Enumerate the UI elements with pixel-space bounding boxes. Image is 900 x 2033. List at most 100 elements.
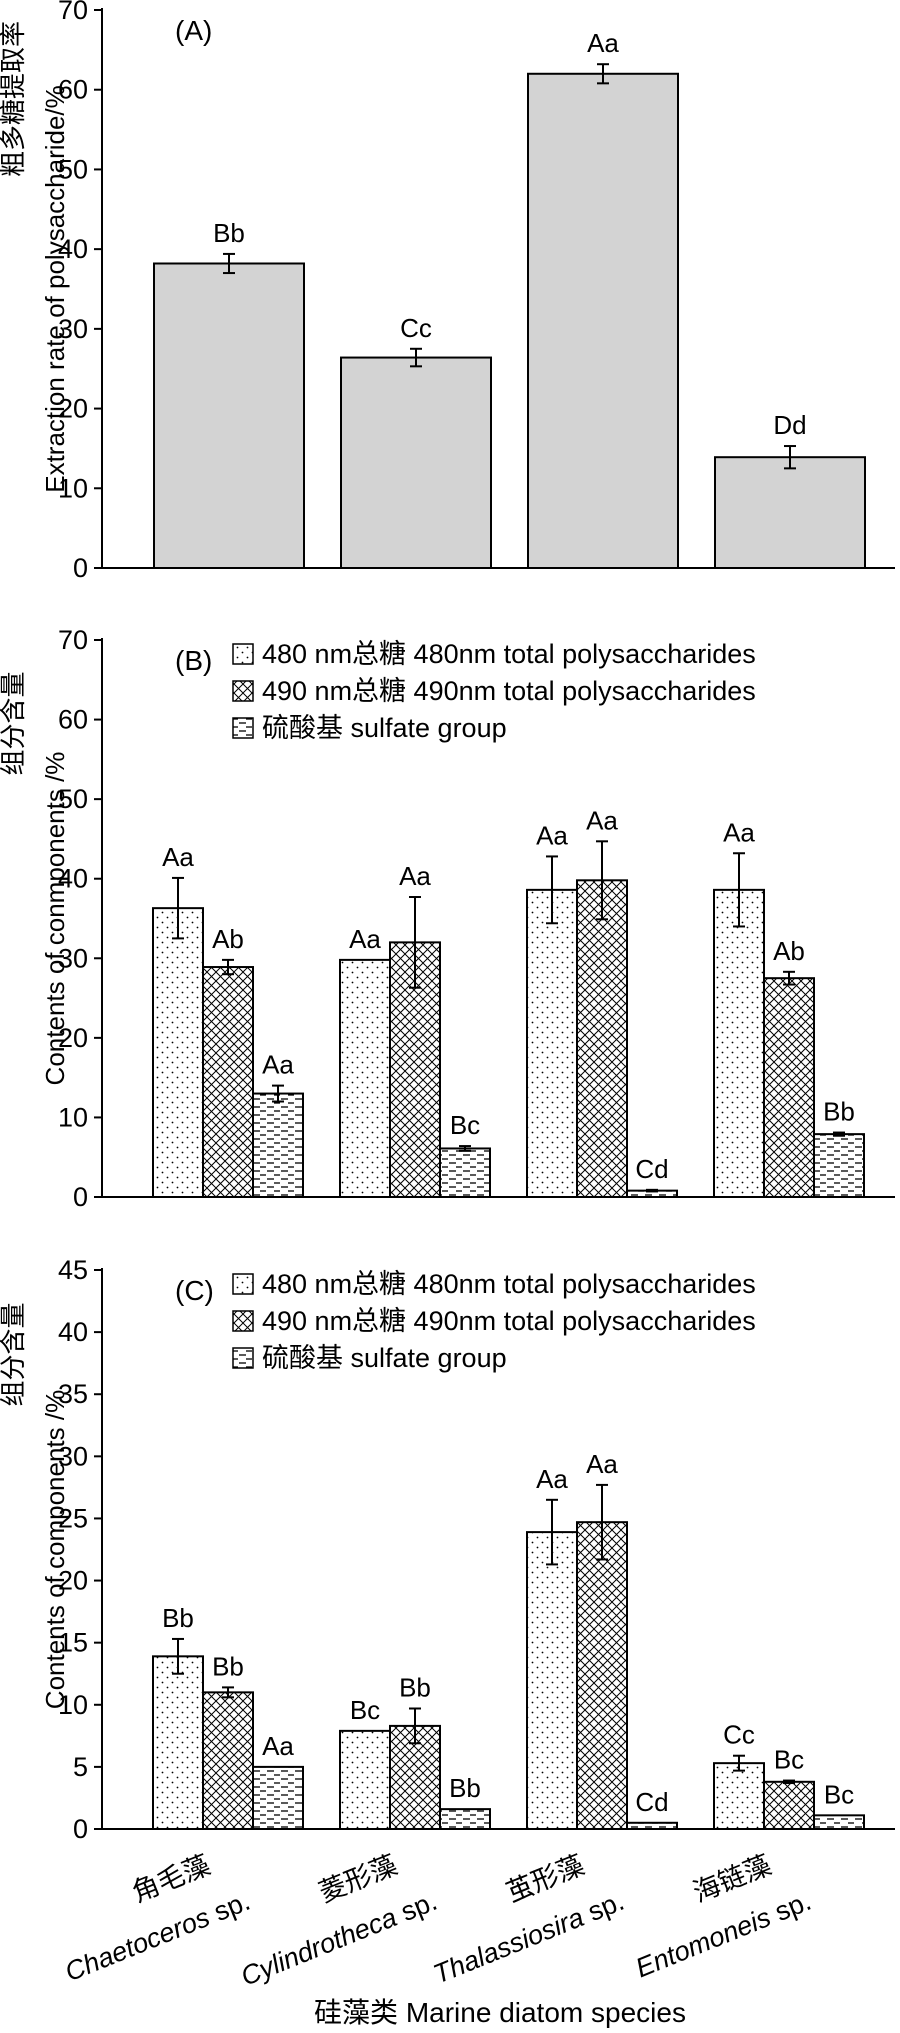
data-label: Aa <box>399 861 431 891</box>
data-label: Bb <box>823 1097 855 1127</box>
y-tick-label: 60 <box>58 705 88 735</box>
y-tick-label: 45 <box>58 1255 88 1285</box>
bar <box>526 1531 578 1830</box>
panel-label: (C) <box>175 1275 214 1306</box>
y-tick-label: 20 <box>58 1566 88 1596</box>
data-label: Aa <box>723 817 755 847</box>
x-tick-label-suffix: sp. <box>764 1886 816 1930</box>
bar <box>714 456 866 569</box>
panel-label: (A) <box>175 15 212 46</box>
x-tick-label-latin: Chaetoceros sp. <box>61 1886 255 1987</box>
y-tick-label: 50 <box>58 784 88 814</box>
legend-swatch <box>232 717 254 739</box>
y-tick-label: 20 <box>58 1023 88 1053</box>
data-label: Aa <box>349 924 381 954</box>
x-axis-label: 硅藻类 Marine diatom species <box>314 1997 686 2028</box>
legend-swatch <box>232 643 254 665</box>
y-tick-label: 60 <box>58 75 88 105</box>
data-label: Bb <box>212 1651 244 1681</box>
data-label: Bb <box>399 1673 431 1703</box>
legend-label: 硫酸基 sulfate group <box>262 1343 507 1373</box>
y-tick-label: 0 <box>73 1814 88 1844</box>
legend-swatch <box>232 680 254 702</box>
bar <box>526 888 578 1199</box>
y-tick-label: 35 <box>58 1379 88 1409</box>
x-tick-label-genus: Thalassiosira <box>429 1902 588 1989</box>
data-label: Ab <box>773 936 805 966</box>
y-tick-label: 40 <box>58 234 88 264</box>
y-tick-label: 70 <box>58 0 88 25</box>
legend-label: 490 nm总糖 490nm total polysaccharides <box>262 1306 756 1336</box>
y-axis-label-cn: 粗多糖提取率 <box>0 21 28 177</box>
y-tick-label: 0 <box>73 553 88 583</box>
bar <box>763 1780 815 1830</box>
legend-label: 硫酸基 sulfate group <box>262 713 507 743</box>
data-label: Bb <box>449 1773 481 1803</box>
y-axis-label: Extraction rate of polysaccharide/% <box>40 85 70 493</box>
y-tick-label: 10 <box>58 1102 88 1132</box>
x-tick-label-latin: Entomoneis sp. <box>631 1886 815 1984</box>
x-tick-label-cn: 茧形藻 <box>502 1850 588 1908</box>
bar <box>713 1762 765 1831</box>
data-label: Cc <box>400 313 432 343</box>
y-tick-label: 20 <box>58 394 88 424</box>
data-label: Aa <box>162 842 194 872</box>
data-label: Bb <box>162 1603 194 1633</box>
y-axis-label-cn: 组分含量 <box>0 671 28 775</box>
data-label: Cc <box>723 1720 755 1750</box>
y-tick-label: 50 <box>58 154 88 184</box>
bar <box>576 1521 628 1831</box>
bar <box>252 1765 304 1831</box>
x-tick-label-suffix: sp. <box>577 1886 629 1930</box>
bar <box>813 1814 865 1831</box>
bar <box>439 1808 491 1830</box>
data-label: Cd <box>635 1154 668 1184</box>
bar <box>252 1092 304 1198</box>
data-label: Aa <box>536 820 568 850</box>
y-tick-label: 10 <box>58 473 88 503</box>
y-tick-label: 5 <box>73 1752 88 1782</box>
y-tick-label: 40 <box>58 864 88 894</box>
legend-swatch <box>232 1310 254 1332</box>
x-tick-label-suffix: sp. <box>390 1886 442 1930</box>
data-label: Ab <box>212 924 244 954</box>
data-label: Cd <box>635 1787 668 1817</box>
data-label: Aa <box>262 1731 294 1761</box>
bar <box>152 1655 204 1830</box>
bar <box>626 1821 678 1831</box>
y-tick-label: 70 <box>58 625 88 655</box>
x-tick-label-genus: Chaetoceros <box>61 1902 214 1987</box>
data-label: Aa <box>262 1050 294 1080</box>
x-tick-label-genus: Entomoneis <box>631 1902 774 1983</box>
panel-label: (B) <box>175 645 212 676</box>
y-tick-label: 0 <box>73 1182 88 1212</box>
y-tick-label: 40 <box>58 1317 88 1347</box>
y-tick-label: 25 <box>58 1503 88 1533</box>
y-tick-label: 30 <box>58 314 88 344</box>
bar <box>340 356 492 569</box>
data-label: Dd <box>773 410 806 440</box>
bar <box>527 72 679 570</box>
bar <box>576 879 628 1198</box>
bar <box>713 888 765 1199</box>
bar <box>339 1729 391 1831</box>
data-label: Aa <box>586 805 618 835</box>
bar <box>152 907 204 1198</box>
x-tick-label-cn: 海链藻 <box>689 1850 775 1908</box>
x-tick-label-cn: 角毛藻 <box>128 1850 214 1908</box>
data-label: Bc <box>774 1745 804 1775</box>
legend-swatch <box>232 1273 254 1295</box>
data-label: Bc <box>450 1110 480 1140</box>
legend-label: 480 nm总糖 480nm total polysaccharides <box>262 639 756 669</box>
y-axis-label-cn: 组分含量 <box>0 1302 28 1406</box>
y-axis-label: Contents of conmponents /% <box>40 752 70 1086</box>
data-label: Aa <box>587 28 619 58</box>
y-tick-label: 30 <box>58 1441 88 1471</box>
bar <box>813 1133 865 1198</box>
x-tick-label-genus: Cylindrotheca <box>237 1902 401 1992</box>
bar <box>439 1147 491 1198</box>
data-label: Aa <box>536 1464 568 1494</box>
y-tick-label: 30 <box>58 943 88 973</box>
x-tick-label-suffix: sp. <box>203 1886 255 1930</box>
